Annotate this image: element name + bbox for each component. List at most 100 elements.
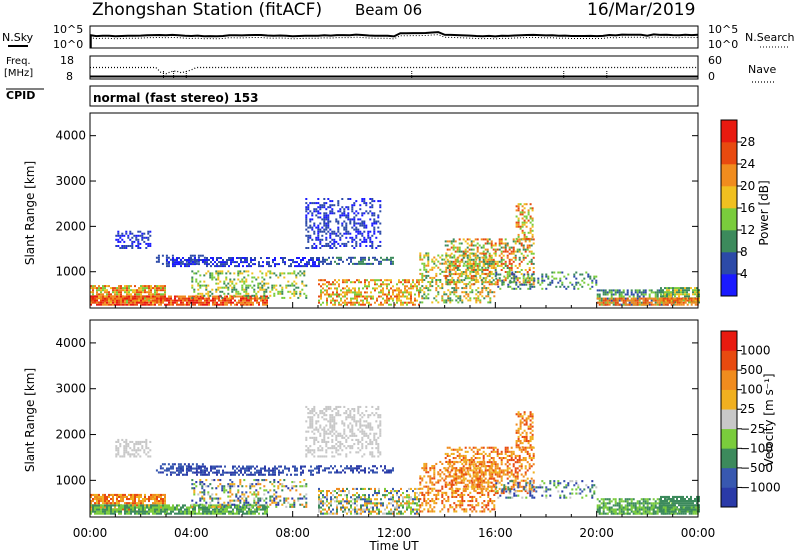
power-cell	[344, 281, 346, 284]
power-colorbar-cells	[721, 120, 737, 297]
power-cell	[451, 268, 454, 271]
velocity-cell	[123, 449, 126, 452]
velocity-cell	[227, 495, 230, 498]
power-cell	[373, 220, 376, 223]
power-cell	[567, 273, 570, 276]
power-cell	[168, 261, 170, 264]
power-cell	[102, 289, 104, 292]
power-cell	[331, 238, 334, 241]
power-cell	[559, 271, 562, 274]
power-cell	[458, 262, 461, 265]
power-cell	[134, 297, 136, 300]
power-cell	[219, 272, 222, 275]
velocity-cell	[253, 499, 256, 502]
power-cell	[291, 282, 294, 285]
power-cell	[660, 295, 662, 298]
power-cell	[160, 293, 162, 296]
power-cell	[529, 237, 532, 240]
velocity-cell	[229, 479, 232, 482]
power-cell	[155, 256, 158, 259]
velocity-cell	[197, 471, 200, 474]
power-cell	[150, 285, 152, 288]
velocity-cell	[148, 512, 150, 515]
velocity-cell	[206, 510, 208, 513]
power-cell	[484, 252, 487, 255]
power-cell	[443, 291, 446, 294]
power-cell	[136, 295, 138, 298]
velocity-cell	[117, 440, 120, 443]
velocity-cell	[218, 469, 220, 472]
power-cell	[308, 261, 310, 264]
colorbar-cell	[721, 208, 737, 231]
power-cell	[530, 252, 533, 255]
power-cell	[241, 272, 244, 275]
power-cell	[166, 265, 168, 268]
velocity-cell	[200, 467, 202, 470]
power-cell	[662, 297, 665, 300]
power-cell	[245, 286, 248, 289]
power-cell	[555, 277, 558, 280]
power-cell	[243, 282, 246, 285]
power-cell	[356, 301, 358, 304]
power-cell	[148, 297, 150, 300]
power-cell	[106, 293, 108, 296]
velocity-cell	[148, 495, 150, 498]
power-cell	[323, 204, 326, 207]
power-cell	[123, 240, 126, 243]
velocity-cell	[186, 471, 188, 474]
power-cell	[261, 280, 264, 283]
power-cell	[596, 301, 599, 304]
power-cell	[160, 303, 162, 306]
power-cell	[640, 303, 643, 306]
power-cell	[372, 287, 374, 290]
power-cell	[504, 277, 507, 280]
power-cell	[523, 211, 526, 214]
power-cell	[344, 279, 346, 282]
power-cell	[445, 283, 448, 286]
power-cell	[206, 257, 208, 259]
velocity-cell	[133, 443, 136, 446]
power-cell	[662, 301, 665, 304]
power-cell	[367, 236, 370, 239]
power-cell	[456, 260, 459, 263]
velocity-cell	[180, 471, 182, 474]
power-cell	[96, 299, 98, 302]
velocity-cell	[132, 500, 134, 503]
velocity-cell	[269, 495, 272, 498]
power-cell	[575, 277, 578, 280]
velocity-cell	[229, 499, 232, 502]
velocity-cell	[152, 498, 154, 501]
power-cell	[686, 297, 688, 300]
power-cell	[114, 287, 116, 290]
power-cell	[390, 256, 392, 259]
power-cell	[239, 272, 242, 275]
power-cell	[654, 297, 657, 300]
power-cell	[206, 301, 208, 304]
velocity-cell	[253, 491, 256, 494]
power-cell	[589, 275, 592, 278]
velocity-cell	[223, 487, 226, 490]
velocity-cell	[108, 506, 110, 509]
velocity-cell	[223, 485, 226, 488]
velocity-cell	[188, 512, 190, 515]
power-cell	[255, 292, 258, 295]
power-cell	[92, 287, 94, 290]
power-cell	[350, 256, 352, 259]
power-cell	[439, 279, 442, 281]
velocity-cell	[293, 485, 296, 488]
power-cell	[618, 303, 621, 306]
power-cell	[600, 303, 603, 306]
power-cell	[346, 293, 348, 296]
power-cell	[515, 205, 518, 208]
power-cell	[504, 262, 507, 265]
velocity-cell	[236, 508, 238, 511]
velocity-cell	[190, 504, 192, 507]
velocity-cell	[247, 505, 250, 508]
power-cell	[221, 286, 224, 289]
velocity-cell	[202, 512, 204, 515]
power-cell	[369, 198, 372, 200]
power-cell	[214, 261, 216, 264]
velocity-cell	[237, 499, 240, 502]
power-cell	[684, 293, 686, 296]
velocity-cell	[193, 491, 196, 494]
